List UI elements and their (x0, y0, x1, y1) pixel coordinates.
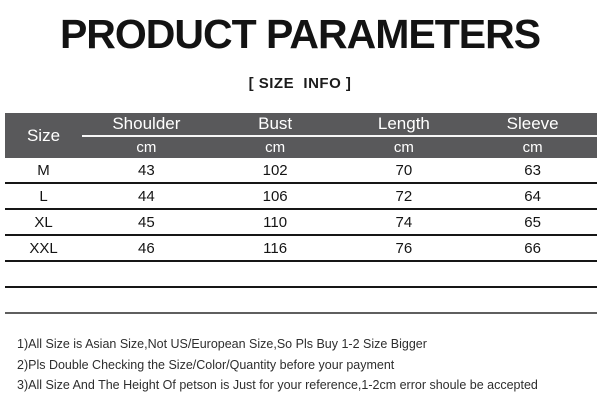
header-cell-shoulder: Shoulder (112, 113, 181, 133)
size-cell: L (39, 187, 48, 205)
size-notes: 1)All Size is Asian Size,Not US/European… (17, 334, 590, 396)
note-line-2: 2)Pls Double Checking the Size/Color/Qua… (17, 357, 395, 372)
note-line-1: 1)All Size is Asian Size,Not US/European… (17, 337, 427, 351)
table-row-xxl: XXL 46 116 76 66 (5, 236, 597, 262)
page-title: PRODUCT PARAMETERS (59, 11, 541, 57)
length-value: 72 (395, 187, 413, 205)
size-cell: M (37, 161, 50, 179)
size-cell: XL (34, 213, 53, 231)
empty-table-row (5, 262, 597, 288)
header-cell-size: Size (26, 125, 61, 145)
size-table: Size Shoulder Bust Length Sleeve cm cm c… (5, 113, 597, 314)
bust-value: 116 (263, 239, 288, 257)
header-units-row: cm cm cm cm (82, 137, 597, 159)
shoulder-value: 45 (138, 213, 155, 231)
length-value: 76 (395, 239, 413, 257)
note-line-3: 3)All Size And The Height Of petson is J… (17, 378, 538, 392)
bust-value: 102 (262, 161, 288, 179)
size-cell: XXL (29, 239, 58, 257)
shoulder-value: 44 (138, 187, 155, 205)
header-cell-bust: Bust (258, 113, 293, 133)
product-parameters-page: PRODUCT PARAMETERS [ SIZE INFO ] Size Sh… (0, 14, 600, 414)
table-row-l: L 44 106 72 64 (5, 184, 597, 210)
header-labels-row: Shoulder Bust Length Sleeve (82, 113, 597, 137)
unit-cell-shoulder: cm (136, 138, 157, 156)
unit-cell-length: cm (393, 138, 414, 156)
bust-value: 106 (262, 187, 288, 205)
sleeve-value: 64 (524, 187, 541, 205)
sleeve-value: 65 (524, 213, 541, 231)
size-table-header: Size Shoulder Bust Length Sleeve cm cm c… (5, 113, 597, 158)
shoulder-value: 43 (138, 161, 155, 179)
table-row-m: M 43 102 70 63 (5, 158, 597, 184)
bust-value: 110 (263, 213, 288, 231)
header-cell-length: Length (377, 113, 430, 133)
size-table-body: M 43 102 70 63 L 44 106 72 64 XL 45 110 … (5, 158, 597, 314)
header-cell-sleeve: Sleeve (506, 113, 559, 133)
length-value: 74 (395, 213, 413, 231)
size-info-subtitle: [ SIZE INFO ] (248, 75, 352, 92)
empty-table-row (5, 288, 597, 314)
unit-cell-bust: cm (265, 138, 286, 156)
length-value: 70 (395, 161, 413, 179)
sleeve-value: 66 (524, 239, 541, 257)
unit-cell-sleeve: cm (522, 138, 543, 156)
table-row-xl: XL 45 110 74 65 (5, 210, 597, 236)
header-measurement-columns: Shoulder Bust Length Sleeve cm cm cm cm (82, 113, 597, 158)
sleeve-value: 63 (524, 161, 541, 179)
shoulder-value: 46 (138, 239, 155, 257)
